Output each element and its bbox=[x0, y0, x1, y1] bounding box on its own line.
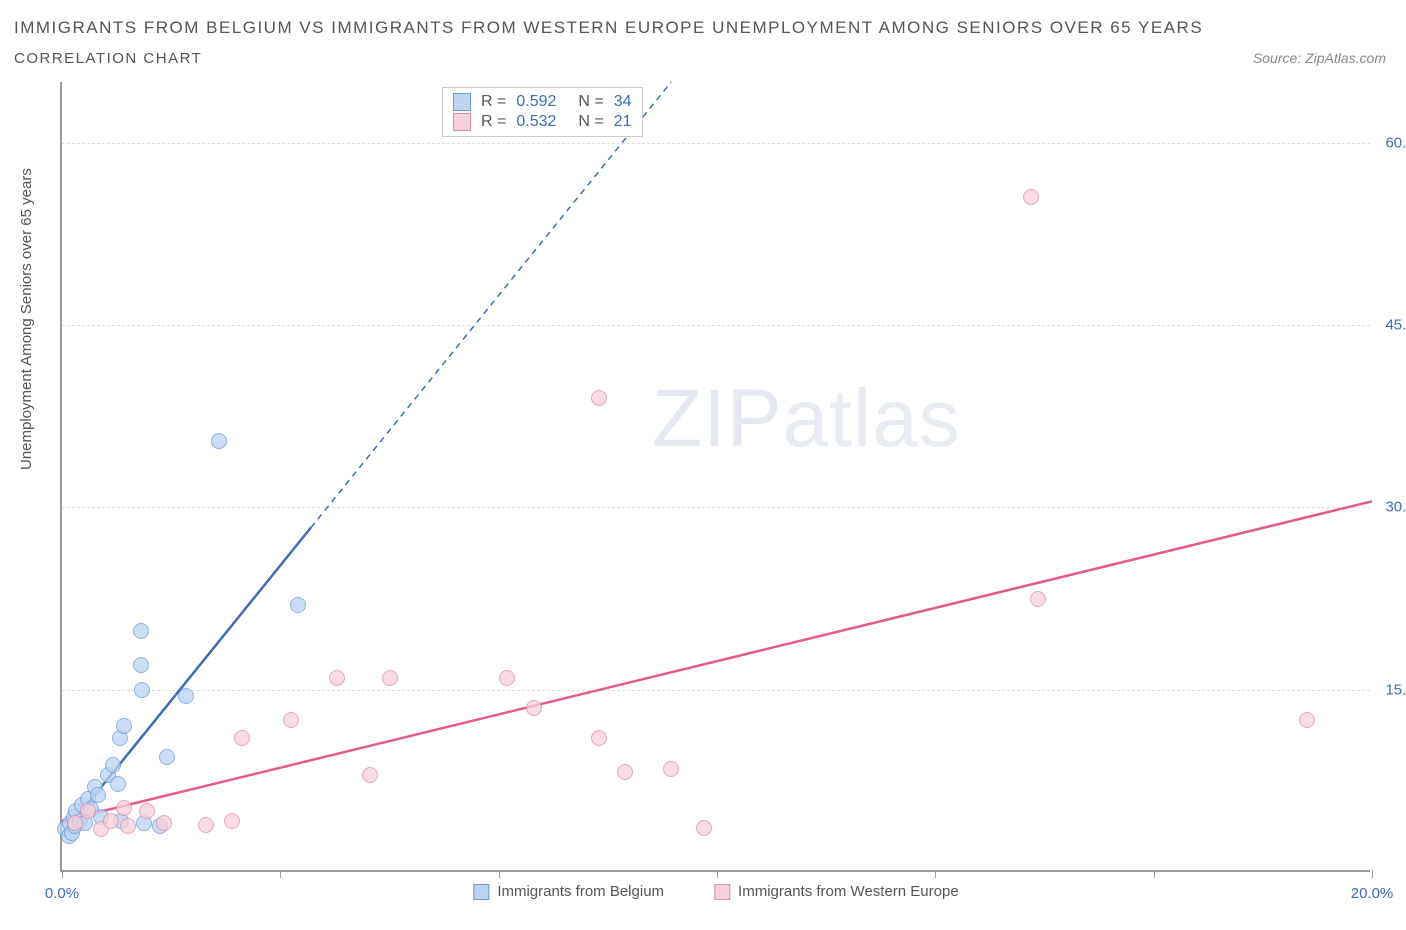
data-point bbox=[156, 815, 172, 831]
legend-item: Immigrants from Belgium bbox=[473, 883, 664, 900]
correlation-legend-row: R = 0.532 N = 21 bbox=[453, 112, 632, 132]
xtick-label: 0.0% bbox=[45, 885, 79, 902]
data-point bbox=[198, 817, 214, 833]
data-point bbox=[591, 730, 607, 746]
legend-swatch bbox=[714, 884, 730, 900]
data-point bbox=[159, 749, 175, 765]
xtick-mark bbox=[717, 870, 718, 878]
legend-swatch bbox=[453, 113, 471, 131]
data-point bbox=[133, 657, 149, 673]
data-point bbox=[1030, 591, 1046, 607]
data-point bbox=[134, 682, 150, 698]
data-point bbox=[178, 688, 194, 704]
source-label: Source: ZipAtlas.com bbox=[1253, 50, 1386, 66]
data-point bbox=[1299, 712, 1315, 728]
r-label: R = bbox=[481, 113, 506, 131]
bottom-legend: Immigrants from Belgium Immigrants from W… bbox=[473, 883, 958, 900]
data-point bbox=[526, 700, 542, 716]
ytick-label: 45.0% bbox=[1385, 317, 1406, 334]
xtick-mark bbox=[1372, 870, 1373, 878]
legend-label: Immigrants from Belgium bbox=[497, 883, 664, 900]
n-value: 21 bbox=[614, 113, 632, 131]
ytick-label: 60.0% bbox=[1385, 134, 1406, 151]
data-point bbox=[283, 712, 299, 728]
data-point bbox=[80, 803, 96, 819]
data-point bbox=[696, 820, 712, 836]
legend-label: Immigrants from Western Europe bbox=[738, 883, 959, 900]
data-point bbox=[234, 730, 250, 746]
plot-area: ZIPatlas 15.0%30.0%45.0%60.0% R =0.592N … bbox=[60, 82, 1370, 872]
data-point bbox=[110, 776, 126, 792]
data-point bbox=[116, 718, 132, 734]
data-point bbox=[499, 670, 515, 686]
trend-lines bbox=[62, 82, 1370, 870]
data-point bbox=[382, 670, 398, 686]
xtick-mark bbox=[499, 870, 500, 878]
data-point bbox=[139, 803, 155, 819]
data-point bbox=[211, 433, 227, 449]
data-point bbox=[290, 597, 306, 613]
n-value: 34 bbox=[614, 93, 632, 111]
data-point bbox=[1023, 189, 1039, 205]
n-label: N = bbox=[578, 93, 603, 111]
data-point bbox=[105, 757, 121, 773]
data-point bbox=[120, 818, 136, 834]
ytick-label: 30.0% bbox=[1385, 499, 1406, 516]
data-point bbox=[67, 815, 83, 831]
legend-swatch bbox=[453, 93, 471, 111]
ytick-label: 15.0% bbox=[1385, 681, 1406, 698]
xtick-mark bbox=[1154, 870, 1155, 878]
data-point bbox=[133, 623, 149, 639]
correlation-legend: R = 0.592 N = 34 R = 0.532 N = 21 bbox=[442, 87, 643, 137]
n-label: N = bbox=[578, 113, 603, 131]
chart-subtitle: CORRELATION CHART bbox=[14, 50, 202, 67]
data-point bbox=[591, 390, 607, 406]
r-value: 0.532 bbox=[516, 113, 556, 131]
legend-item: Immigrants from Western Europe bbox=[714, 883, 959, 900]
data-point bbox=[362, 767, 378, 783]
xtick-label: 20.0% bbox=[1351, 885, 1394, 902]
data-point bbox=[116, 800, 132, 816]
data-point bbox=[90, 787, 106, 803]
data-point bbox=[329, 670, 345, 686]
correlation-legend-row: R = 0.592 N = 34 bbox=[453, 92, 632, 112]
legend-swatch bbox=[473, 884, 489, 900]
data-point bbox=[663, 761, 679, 777]
xtick-mark bbox=[62, 870, 63, 878]
y-axis-label: Unemployment Among Seniors over 65 years bbox=[18, 168, 35, 470]
chart-title: IMMIGRANTS FROM BELGIUM VS IMMIGRANTS FR… bbox=[14, 18, 1203, 38]
data-point bbox=[617, 764, 633, 780]
r-value: 0.592 bbox=[516, 93, 556, 111]
xtick-mark bbox=[935, 870, 936, 878]
xtick-mark bbox=[280, 870, 281, 878]
data-point bbox=[224, 813, 240, 829]
data-point bbox=[103, 813, 119, 829]
r-label: R = bbox=[481, 93, 506, 111]
